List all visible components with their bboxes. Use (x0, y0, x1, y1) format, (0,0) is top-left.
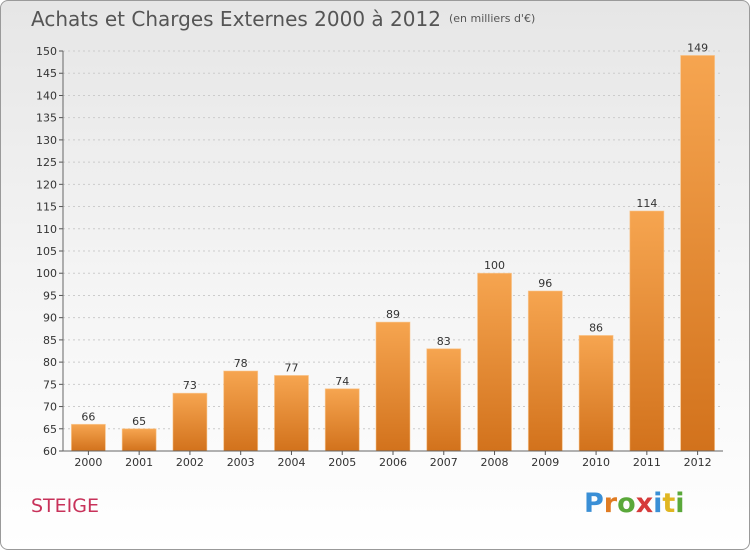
y-tick-label: 135 (36, 112, 57, 125)
value-label-2000: 66 (81, 410, 95, 423)
value-label-2004: 77 (284, 361, 298, 374)
bars (70, 55, 716, 452)
x-tick-label-2011: 2011 (633, 456, 661, 469)
value-label-2008: 100 (484, 259, 505, 272)
y-tick-label: 130 (36, 134, 57, 147)
y-tick-label: 60 (43, 445, 57, 458)
bar-2002 (172, 393, 207, 451)
axes: 60 65 70 75 80 85 90 95 100 105 110 115 120 125 130 135… (36, 45, 723, 469)
bar-2005 (325, 388, 360, 451)
y-tick-label: 90 (43, 312, 57, 325)
y-tick-label: 70 (43, 401, 57, 414)
bar-2008 (477, 273, 512, 451)
y-tick-label: 145 (36, 67, 57, 80)
value-label-2010: 86 (589, 321, 603, 334)
bar-2000 (71, 424, 106, 451)
x-tick-label-2012: 2012 (684, 456, 712, 469)
x-tick-label-2002: 2002 (176, 456, 204, 469)
y-tick-label: 140 (36, 89, 57, 102)
x-tick-label-2006: 2006 (379, 456, 407, 469)
value-labels: 66 65 73 78 77 74 89 83 100 96 86 114 149 (81, 41, 708, 427)
x-tick-label-2009: 2009 (531, 456, 559, 469)
x-tick-label-2000: 2000 (74, 456, 102, 469)
bar-2012 (680, 55, 715, 451)
city-name: STEIGE (31, 495, 100, 517)
value-label-2003: 78 (234, 357, 248, 370)
bar-2009 (528, 291, 563, 451)
x-tick-label-2004: 2004 (277, 456, 305, 469)
value-label-2005: 74 (335, 375, 349, 388)
value-label-2007: 83 (437, 335, 451, 348)
chart-title: Achats et Charges Externes 2000 à 2012 (e… (31, 7, 535, 31)
y-tick-label: 125 (36, 156, 57, 169)
y-tick-label: 150 (36, 45, 57, 58)
value-label-2001: 65 (132, 415, 146, 428)
x-tick-label-2007: 2007 (430, 456, 458, 469)
proxiti-logo[interactable]: Proxiti (584, 488, 685, 519)
bar-2003 (223, 371, 258, 451)
value-label-2006: 89 (386, 308, 400, 321)
bar-2010 (579, 335, 614, 451)
bar-2011 (629, 211, 664, 451)
bar-2006 (376, 322, 410, 451)
value-label-2002: 73 (183, 379, 197, 392)
y-tick-label: 105 (36, 245, 57, 258)
x-tick-label-2005: 2005 (328, 456, 356, 469)
y-tick-label: 115 (36, 201, 57, 214)
chart-title-text: Achats et Charges Externes 2000 à 2012 (31, 7, 441, 31)
y-tick-label: 65 (43, 423, 57, 436)
bar-2007 (426, 348, 461, 451)
value-label-2011: 114 (636, 197, 657, 210)
value-label-2009: 96 (538, 277, 552, 290)
y-tick-label: 110 (36, 223, 57, 236)
y-tick-label: 95 (43, 289, 57, 302)
x-tick-label-2010: 2010 (582, 456, 610, 469)
y-tick-label: 75 (43, 378, 57, 391)
y-tick-label: 120 (36, 178, 57, 191)
y-tick-label: 80 (43, 356, 57, 369)
bar-2001 (122, 428, 157, 451)
y-tick-label: 100 (36, 267, 57, 280)
x-tick-label-2003: 2003 (227, 456, 255, 469)
x-tick-label-2001: 2001 (125, 456, 153, 469)
bar-2004 (274, 375, 309, 451)
y-tick-label: 85 (43, 334, 57, 347)
chart-subtitle: (en milliers d'€) (448, 12, 536, 25)
x-tick-label-2008: 2008 (481, 456, 509, 469)
value-label-2012: 149 (687, 41, 708, 54)
